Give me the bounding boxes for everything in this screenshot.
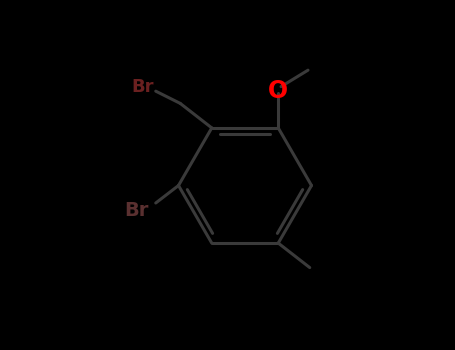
Text: Br: Br <box>124 201 149 220</box>
Text: Br: Br <box>131 78 154 96</box>
Text: O: O <box>268 79 288 103</box>
